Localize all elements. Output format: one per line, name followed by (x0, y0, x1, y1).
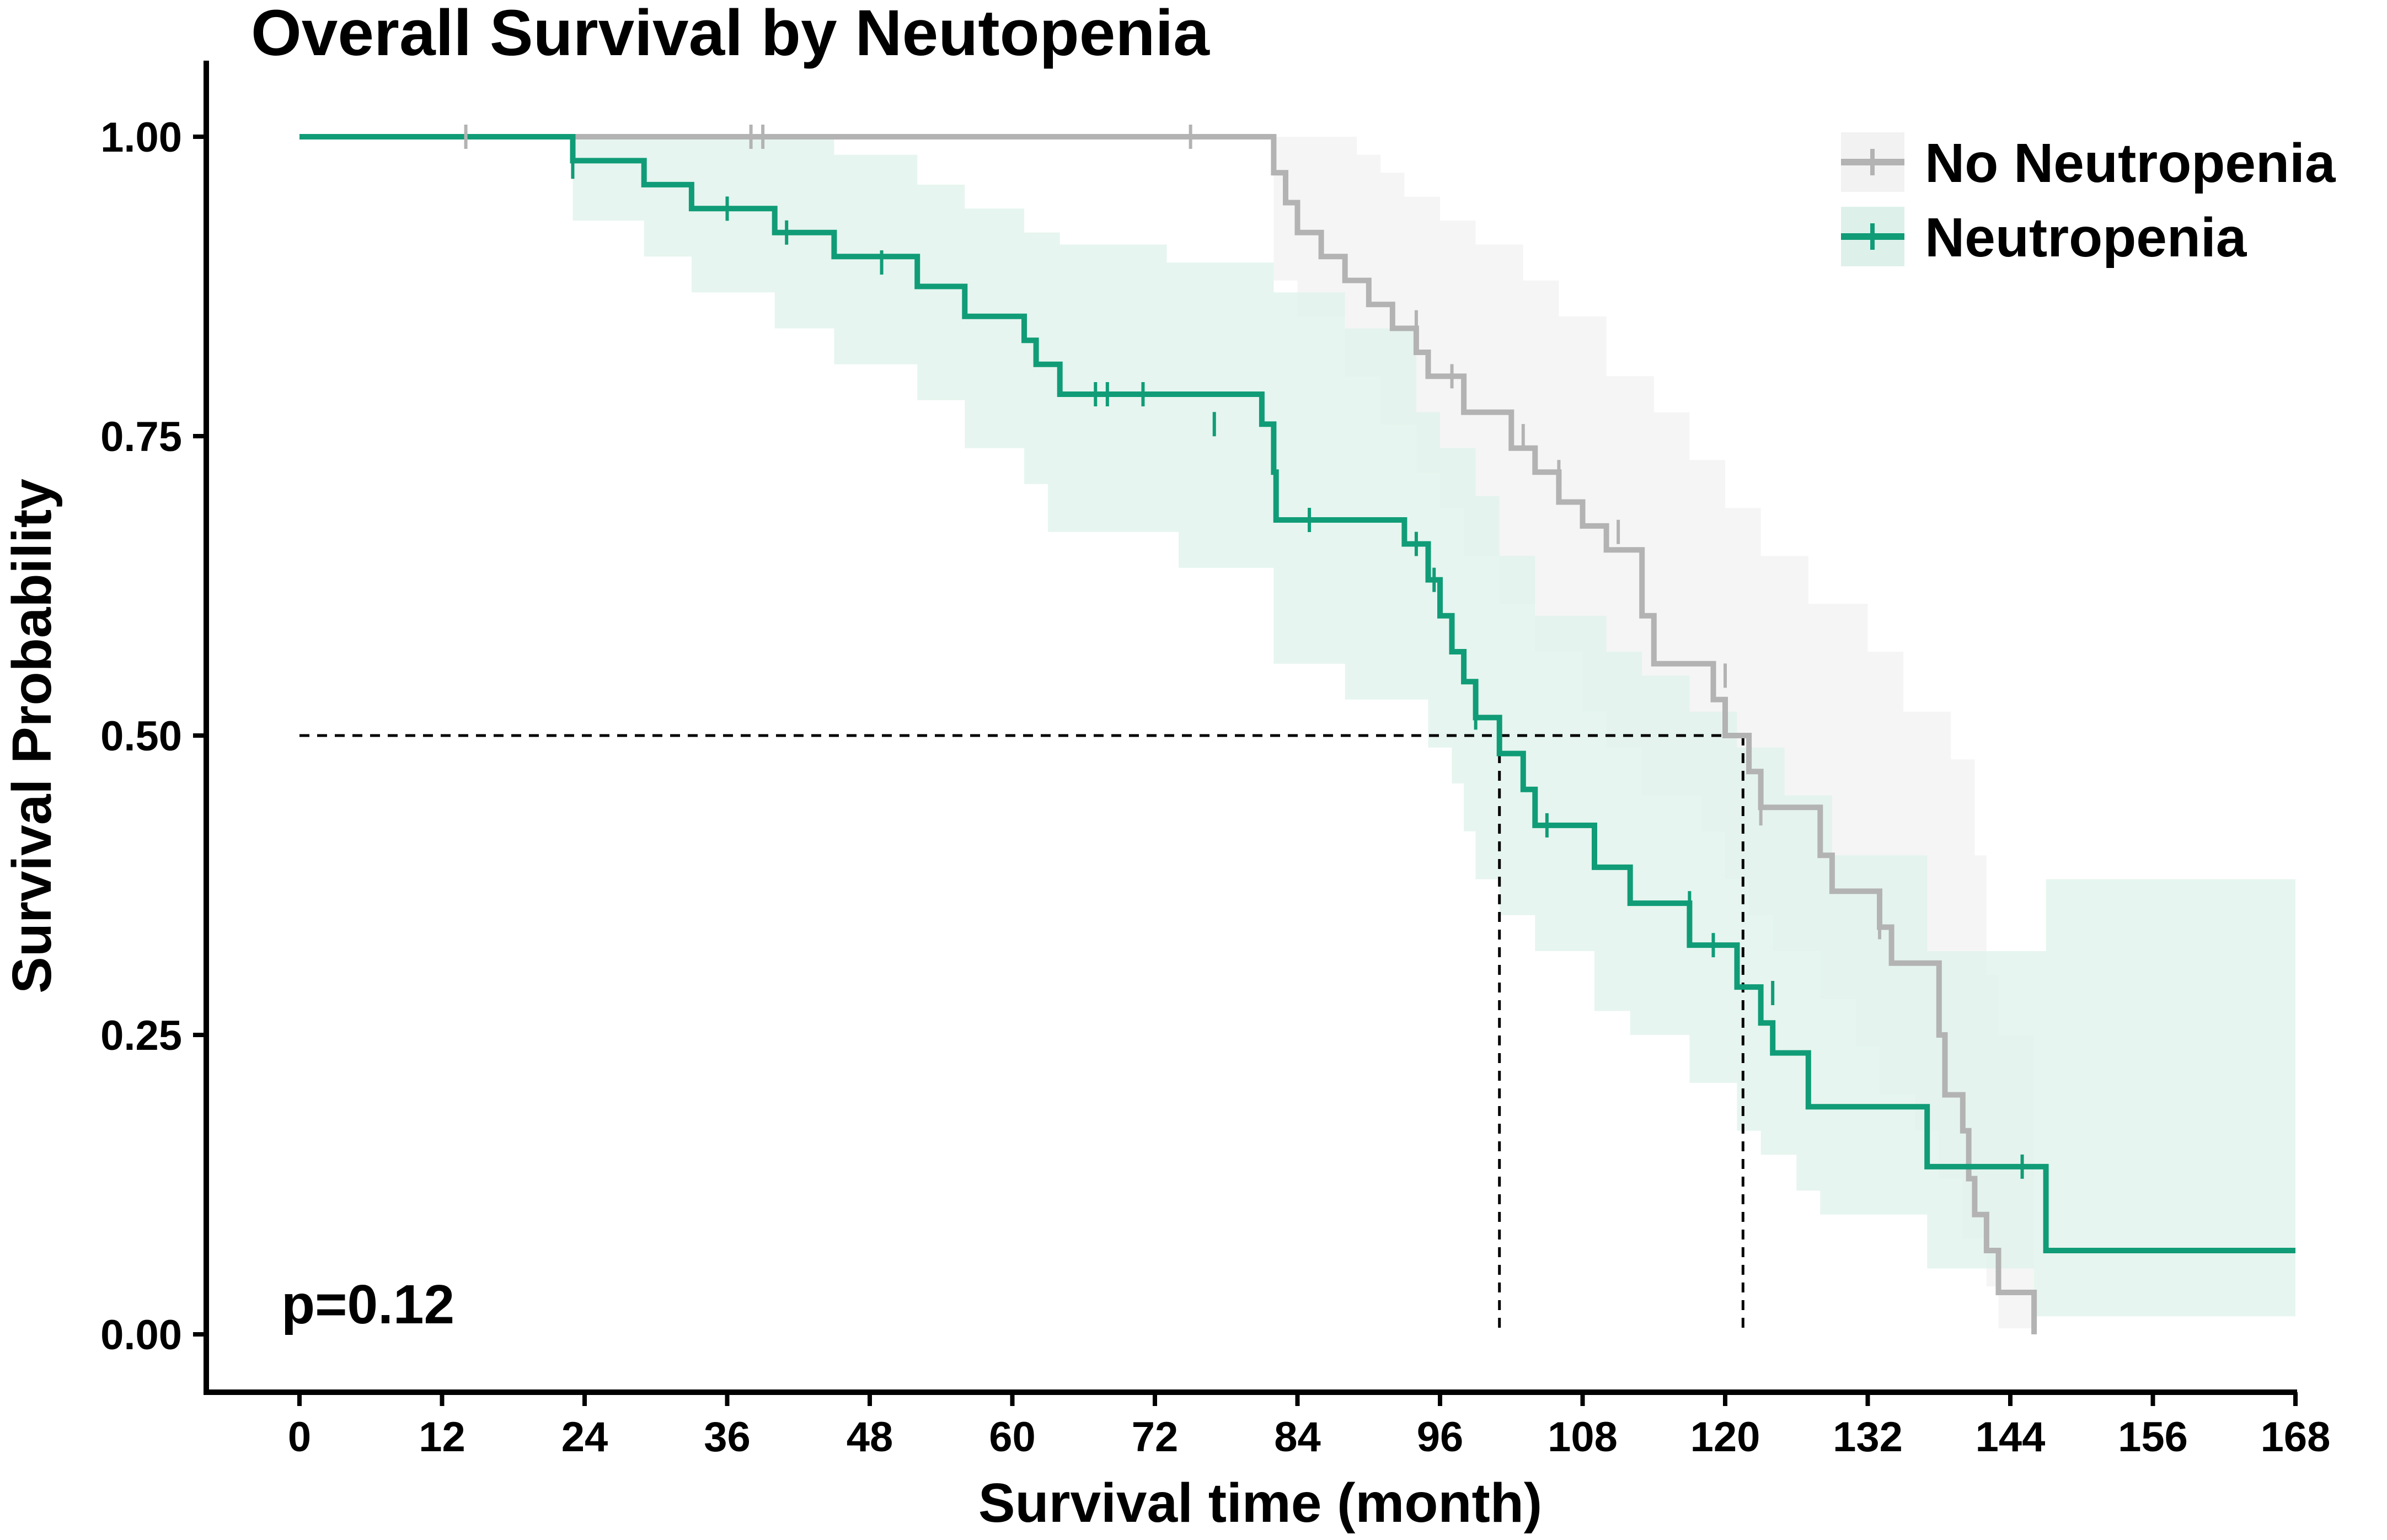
legend: No Neutropenia Neutropenia (1841, 132, 2336, 269)
y-tick-label: 1.00 (100, 114, 182, 161)
x-tick-label: 108 (1548, 1414, 1618, 1461)
confidence-bands (299, 137, 2295, 1329)
x-tick-label: 24 (561, 1414, 608, 1461)
x-tick-label: 48 (847, 1414, 893, 1461)
x-tick-label: 72 (1132, 1414, 1179, 1461)
legend-label-no-neutropenia: No Neutropenia (1925, 132, 2336, 194)
ci-band-neutropenia (299, 137, 2295, 1317)
x-tick-label: 0 (288, 1414, 311, 1461)
y-tick-label: 0.00 (100, 1312, 182, 1359)
x-axis-title: Survival time (month) (978, 1472, 1542, 1534)
x-tick-label: 36 (704, 1414, 751, 1461)
chart-title: Overall Survival by Neutopenia (251, 0, 1210, 69)
x-tick-label: 144 (1976, 1414, 2046, 1461)
median-lines (299, 734, 1744, 1334)
x-tick-label: 132 (1833, 1414, 1903, 1461)
p-value-annotation: p=0.12 (281, 1274, 454, 1335)
y-axis-title: Survival Probability (1, 479, 63, 994)
x-axis-ticks: 0 12 24 36 48 60 72 84 96 108 120 132 144 156 168 (288, 1392, 2331, 1461)
x-tick-label: 120 (1690, 1414, 1760, 1461)
y-tick-label: 0.50 (100, 713, 182, 760)
x-tick-label: 96 (1417, 1414, 1464, 1461)
x-tick-label: 84 (1274, 1414, 1321, 1461)
legend-label-neutropenia: Neutropenia (1925, 207, 2247, 269)
y-tick-label: 0.25 (100, 1012, 182, 1059)
x-tick-label: 156 (2118, 1414, 2188, 1461)
x-tick-label: 168 (2261, 1414, 2331, 1461)
x-tick-label: 12 (419, 1414, 465, 1461)
y-axis-ticks: 0.00 0.25 0.50 0.75 1.00 (100, 114, 206, 1359)
censor-marks (464, 125, 2024, 1179)
y-tick-label: 0.75 (100, 414, 182, 460)
ci-band-no-neutropenia (299, 137, 2035, 1329)
x-tick-label: 60 (989, 1414, 1036, 1461)
km-curve-neutropenia (299, 134, 2295, 1253)
